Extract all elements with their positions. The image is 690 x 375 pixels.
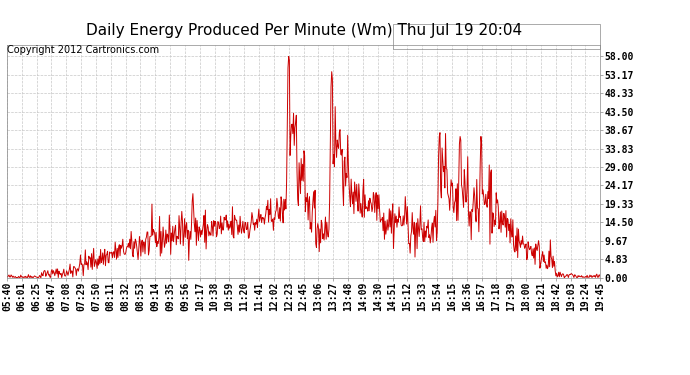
Text: Power Produced (watts/minute): Power Produced (watts/minute) bbox=[406, 32, 587, 42]
Text: Copyright 2012 Cartronics.com: Copyright 2012 Cartronics.com bbox=[7, 45, 159, 55]
Text: Daily Energy Produced Per Minute (Wm) Thu Jul 19 20:04: Daily Energy Produced Per Minute (Wm) Th… bbox=[86, 22, 522, 38]
